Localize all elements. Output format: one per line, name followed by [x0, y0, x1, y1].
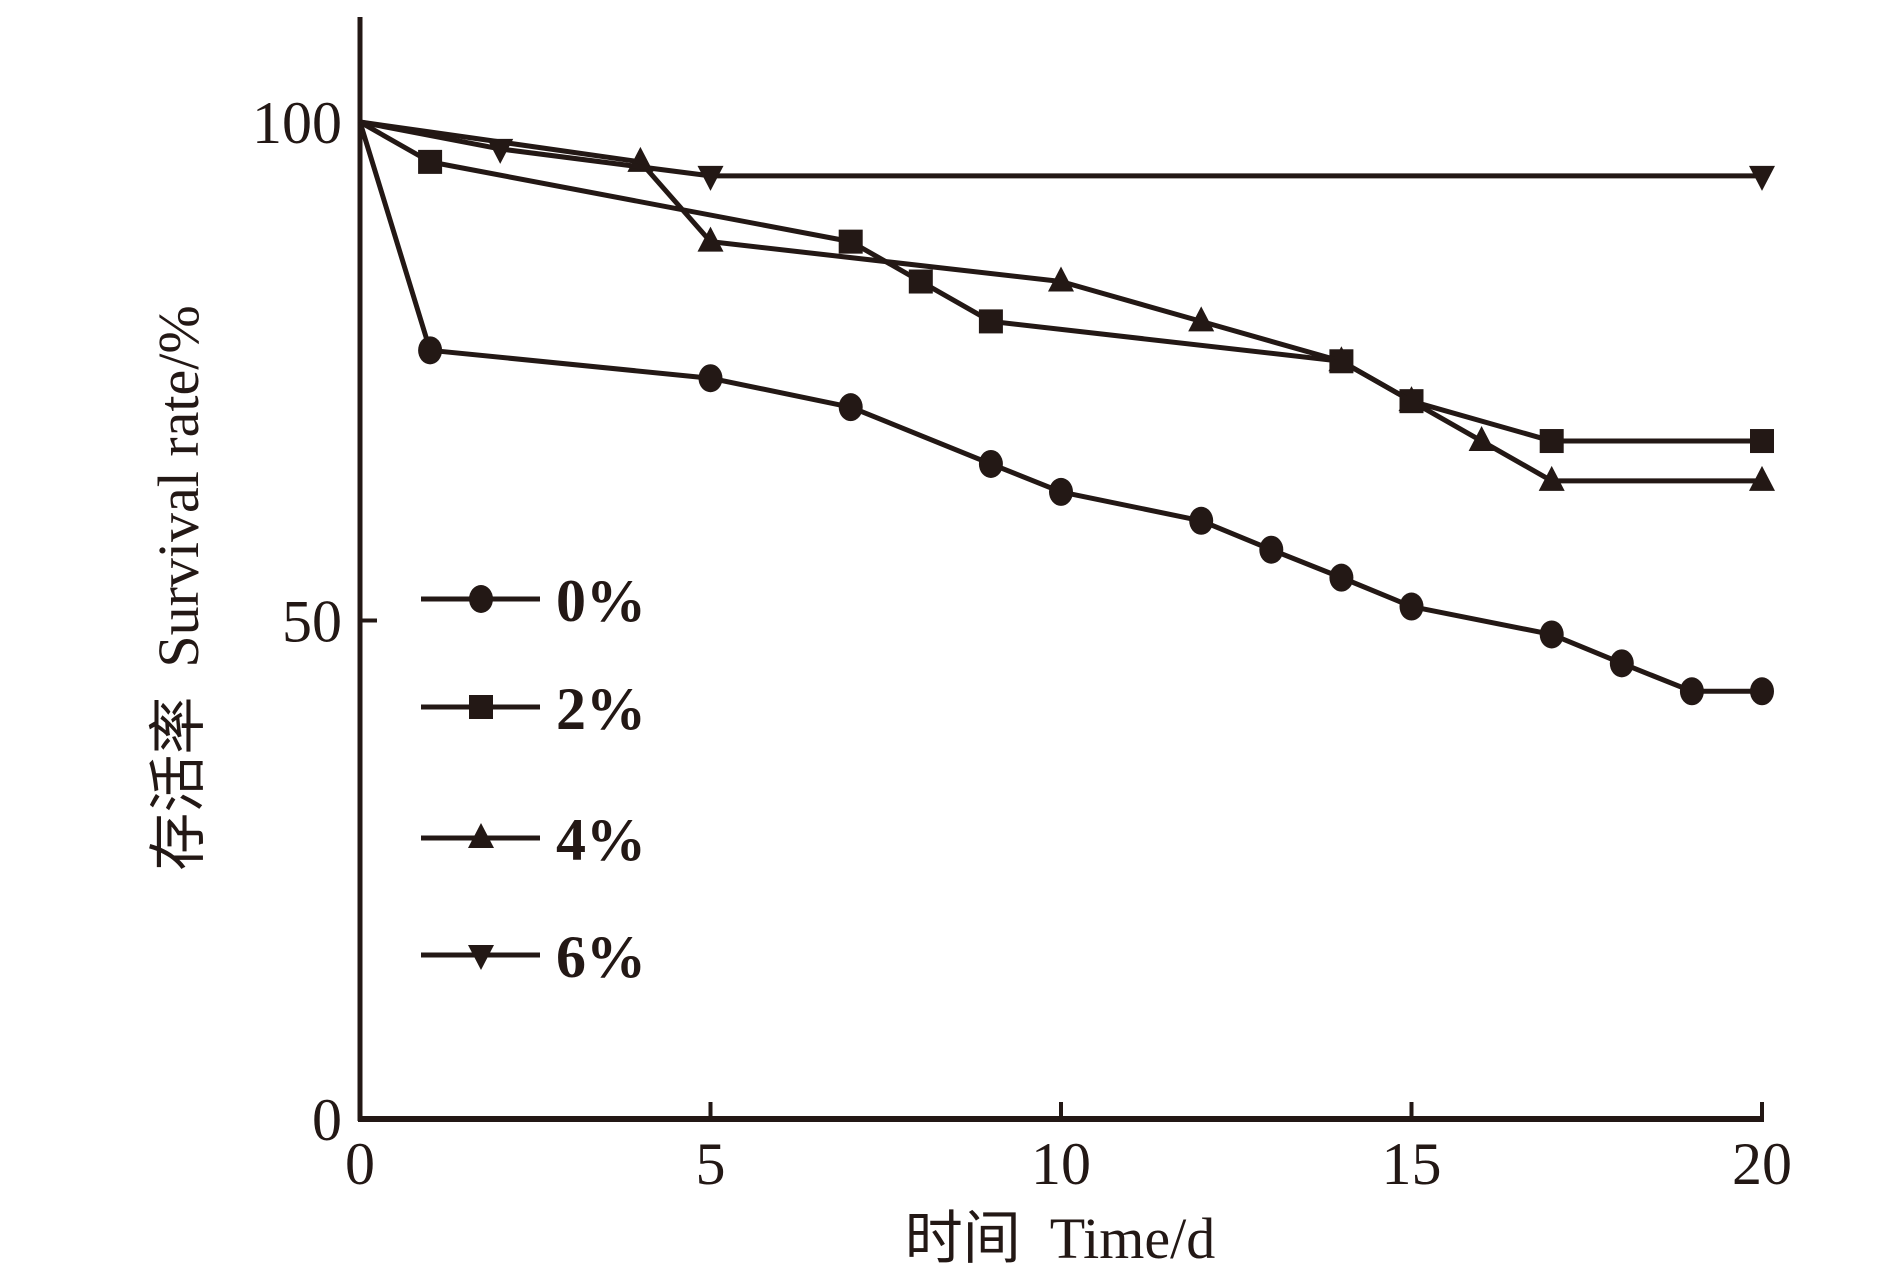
data-point	[697, 226, 724, 252]
data-point	[1188, 306, 1215, 332]
data-point	[1609, 649, 1634, 678]
legend-label: 0%	[556, 568, 646, 634]
data-point	[1049, 477, 1073, 506]
legend-label: 4%	[556, 807, 646, 873]
series-line	[357, 121, 1762, 694]
series-layer	[357, 119, 1775, 706]
x-tick-label: 10	[1031, 1131, 1091, 1197]
series-line	[359, 119, 1762, 484]
legend-marker-circle	[469, 585, 493, 613]
data-point	[1328, 346, 1355, 372]
legend-label: 2%	[556, 676, 646, 742]
data-point	[838, 393, 863, 422]
data-point	[1189, 506, 1214, 535]
data-point	[418, 336, 443, 365]
data-point	[908, 269, 933, 294]
data-point	[418, 149, 443, 174]
data-point	[1259, 535, 1284, 564]
legend-item: 4%	[421, 807, 646, 873]
data-point	[1679, 677, 1704, 706]
y-tick-label: 50	[282, 589, 342, 655]
x-tick-label: 0	[345, 1131, 375, 1197]
data-point	[698, 364, 723, 393]
data-point	[838, 229, 863, 254]
series-line	[359, 119, 1762, 179]
axes: 0 5 10 15 20 0 50 100	[252, 17, 1792, 1197]
data-point	[1539, 620, 1564, 649]
y-tick-label: 100	[252, 90, 342, 156]
y-tick-label: 0	[312, 1087, 342, 1153]
data-point	[978, 309, 1003, 334]
legend-marker-triangle-down	[468, 945, 494, 970]
data-point	[1538, 465, 1565, 491]
legend-marker-triangle-up	[468, 823, 494, 848]
x-axis-title: 时间 Time/d	[905, 1206, 1215, 1271]
legend-label: 6%	[556, 924, 646, 990]
series-6pct	[359, 119, 1775, 191]
data-point	[697, 165, 724, 191]
data-point	[978, 449, 1003, 478]
series-4pct	[359, 119, 1775, 491]
data-point	[1539, 429, 1564, 454]
data-point	[487, 138, 514, 164]
data-point	[1329, 563, 1354, 592]
legend: 0% 2% 4% 6%	[421, 568, 646, 990]
series-0pct	[357, 121, 1774, 706]
x-tick-label: 20	[1732, 1131, 1792, 1197]
data-point	[1750, 429, 1774, 454]
y-axis-title: 存活率 Survival rate/%	[146, 305, 211, 870]
data-point	[1399, 592, 1424, 621]
data-point	[1048, 266, 1074, 292]
data-point	[1750, 677, 1774, 706]
data-point	[1398, 386, 1425, 412]
legend-marker-square	[469, 695, 493, 719]
legend-item: 0%	[421, 568, 646, 634]
legend-item: 2%	[421, 676, 646, 742]
data-point	[1749, 165, 1775, 191]
data-point	[1749, 465, 1775, 491]
x-tick-label: 5	[696, 1131, 726, 1197]
x-ticks: 0 5 10 15 20	[345, 1102, 1792, 1197]
data-point	[1468, 426, 1495, 452]
x-tick-label: 15	[1382, 1131, 1442, 1197]
y-ticks: 0 50 100	[252, 90, 377, 1153]
legend-item: 6%	[421, 924, 646, 990]
